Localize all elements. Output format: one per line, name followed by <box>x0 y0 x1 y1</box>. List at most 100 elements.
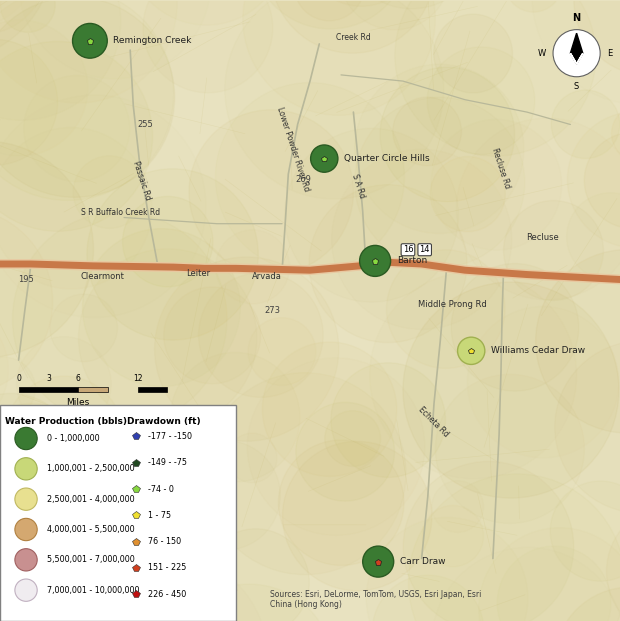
Circle shape <box>296 402 394 501</box>
Bar <box>19 387 78 392</box>
Circle shape <box>611 105 620 162</box>
Text: 195: 195 <box>18 275 34 284</box>
Text: S: S <box>574 82 579 91</box>
Circle shape <box>15 519 37 541</box>
Text: Williams Cedar Draw: Williams Cedar Draw <box>491 347 585 355</box>
Circle shape <box>0 0 175 197</box>
Circle shape <box>386 250 505 368</box>
Text: 4,000,001 - 5,500,000: 4,000,001 - 5,500,000 <box>47 525 135 534</box>
Text: W: W <box>538 48 546 58</box>
Text: 0 - 1,000,000: 0 - 1,000,000 <box>47 434 100 443</box>
Circle shape <box>430 156 505 232</box>
Text: 5,500,001 - 7,000,000: 5,500,001 - 7,000,000 <box>47 555 135 564</box>
Text: Passaic Rd: Passaic Rd <box>131 160 152 201</box>
Text: Drawdown (ft): Drawdown (ft) <box>127 417 201 426</box>
Circle shape <box>15 427 37 450</box>
Circle shape <box>393 97 461 166</box>
Text: Leiter: Leiter <box>187 269 210 278</box>
Circle shape <box>331 363 445 478</box>
Circle shape <box>154 257 339 441</box>
Text: Miles: Miles <box>66 398 90 407</box>
Circle shape <box>137 592 229 621</box>
Circle shape <box>380 67 515 202</box>
Circle shape <box>554 587 620 621</box>
Text: Lower Powder River Rd: Lower Powder River Rd <box>275 106 311 193</box>
Text: S A Rd: S A Rd <box>350 173 366 200</box>
Text: -177 - -150: -177 - -150 <box>148 432 192 441</box>
Circle shape <box>434 14 513 93</box>
Text: Echeta Rd: Echeta Rd <box>417 405 451 439</box>
Text: 273: 273 <box>265 306 281 315</box>
Circle shape <box>15 549 37 571</box>
Circle shape <box>325 410 381 466</box>
Text: 14: 14 <box>420 245 430 254</box>
Circle shape <box>243 0 435 116</box>
Circle shape <box>403 282 619 498</box>
Text: Arvada: Arvada <box>252 272 281 281</box>
Circle shape <box>5 376 123 494</box>
Text: 151 - 225: 151 - 225 <box>148 563 187 573</box>
Circle shape <box>0 39 58 165</box>
Text: Recluse: Recluse <box>526 233 559 242</box>
Circle shape <box>82 229 241 386</box>
Circle shape <box>82 410 144 472</box>
Circle shape <box>567 112 620 248</box>
Text: 0: 0 <box>16 374 21 383</box>
Text: Barton: Barton <box>397 256 427 265</box>
Circle shape <box>458 337 485 365</box>
Circle shape <box>87 169 259 340</box>
Circle shape <box>606 504 620 621</box>
Circle shape <box>278 440 404 566</box>
Circle shape <box>422 505 484 567</box>
Text: 269: 269 <box>296 175 312 184</box>
Text: Creek Rd: Creek Rd <box>336 33 371 42</box>
Circle shape <box>0 432 117 614</box>
Circle shape <box>270 0 435 53</box>
Text: 255: 255 <box>138 120 154 129</box>
Bar <box>0 405 236 620</box>
Text: Remington Creek: Remington Creek <box>113 36 192 45</box>
Circle shape <box>189 110 353 274</box>
Circle shape <box>0 42 153 231</box>
Circle shape <box>73 24 107 58</box>
Circle shape <box>574 0 620 76</box>
Circle shape <box>15 458 37 480</box>
Circle shape <box>123 196 213 287</box>
Polygon shape <box>570 53 583 64</box>
Circle shape <box>294 0 365 21</box>
Text: 6: 6 <box>76 374 81 383</box>
Text: Middle Prong Rd: Middle Prong Rd <box>418 300 487 309</box>
Text: N: N <box>572 14 581 24</box>
Bar <box>138 387 167 392</box>
Text: 7,000,001 - 10,000,000: 7,000,001 - 10,000,000 <box>47 586 140 595</box>
Text: Clearmont: Clearmont <box>81 272 124 281</box>
Text: 1 - 75: 1 - 75 <box>148 511 171 520</box>
Text: E: E <box>608 48 613 58</box>
Circle shape <box>248 318 316 386</box>
Text: Quarter Circle Hills: Quarter Circle Hills <box>344 154 430 163</box>
Text: Recluse Rd: Recluse Rd <box>490 147 511 189</box>
Text: S R Buffalo Creek Rd: S R Buffalo Creek Rd <box>81 208 161 217</box>
Circle shape <box>251 0 409 29</box>
Text: 2,500,001 - 4,000,000: 2,500,001 - 4,000,000 <box>47 495 135 504</box>
Polygon shape <box>570 33 583 64</box>
Circle shape <box>309 184 467 343</box>
Text: 226 - 450: 226 - 450 <box>148 590 187 599</box>
Text: Sources: Esri, DeLorme, TomTom, USGS, Esri Japan, Esri
China (Hong Kong): Sources: Esri, DeLorme, TomTom, USGS, Es… <box>270 590 481 609</box>
Circle shape <box>505 0 562 12</box>
Circle shape <box>363 546 394 577</box>
Text: 12: 12 <box>133 374 143 383</box>
Text: -74 - 0: -74 - 0 <box>148 484 174 494</box>
Text: 1,000,001 - 2,500,000: 1,000,001 - 2,500,000 <box>47 465 135 473</box>
Circle shape <box>283 442 432 591</box>
Circle shape <box>536 250 620 433</box>
Circle shape <box>553 30 600 77</box>
Circle shape <box>311 145 338 172</box>
Bar <box>78 387 108 392</box>
Text: Carr Draw: Carr Draw <box>400 557 445 566</box>
Text: 76 - 150: 76 - 150 <box>148 537 181 546</box>
Circle shape <box>262 342 397 476</box>
Text: Water Production (bbls): Water Production (bbls) <box>5 417 127 426</box>
Circle shape <box>15 488 37 510</box>
Text: 3: 3 <box>46 374 51 383</box>
